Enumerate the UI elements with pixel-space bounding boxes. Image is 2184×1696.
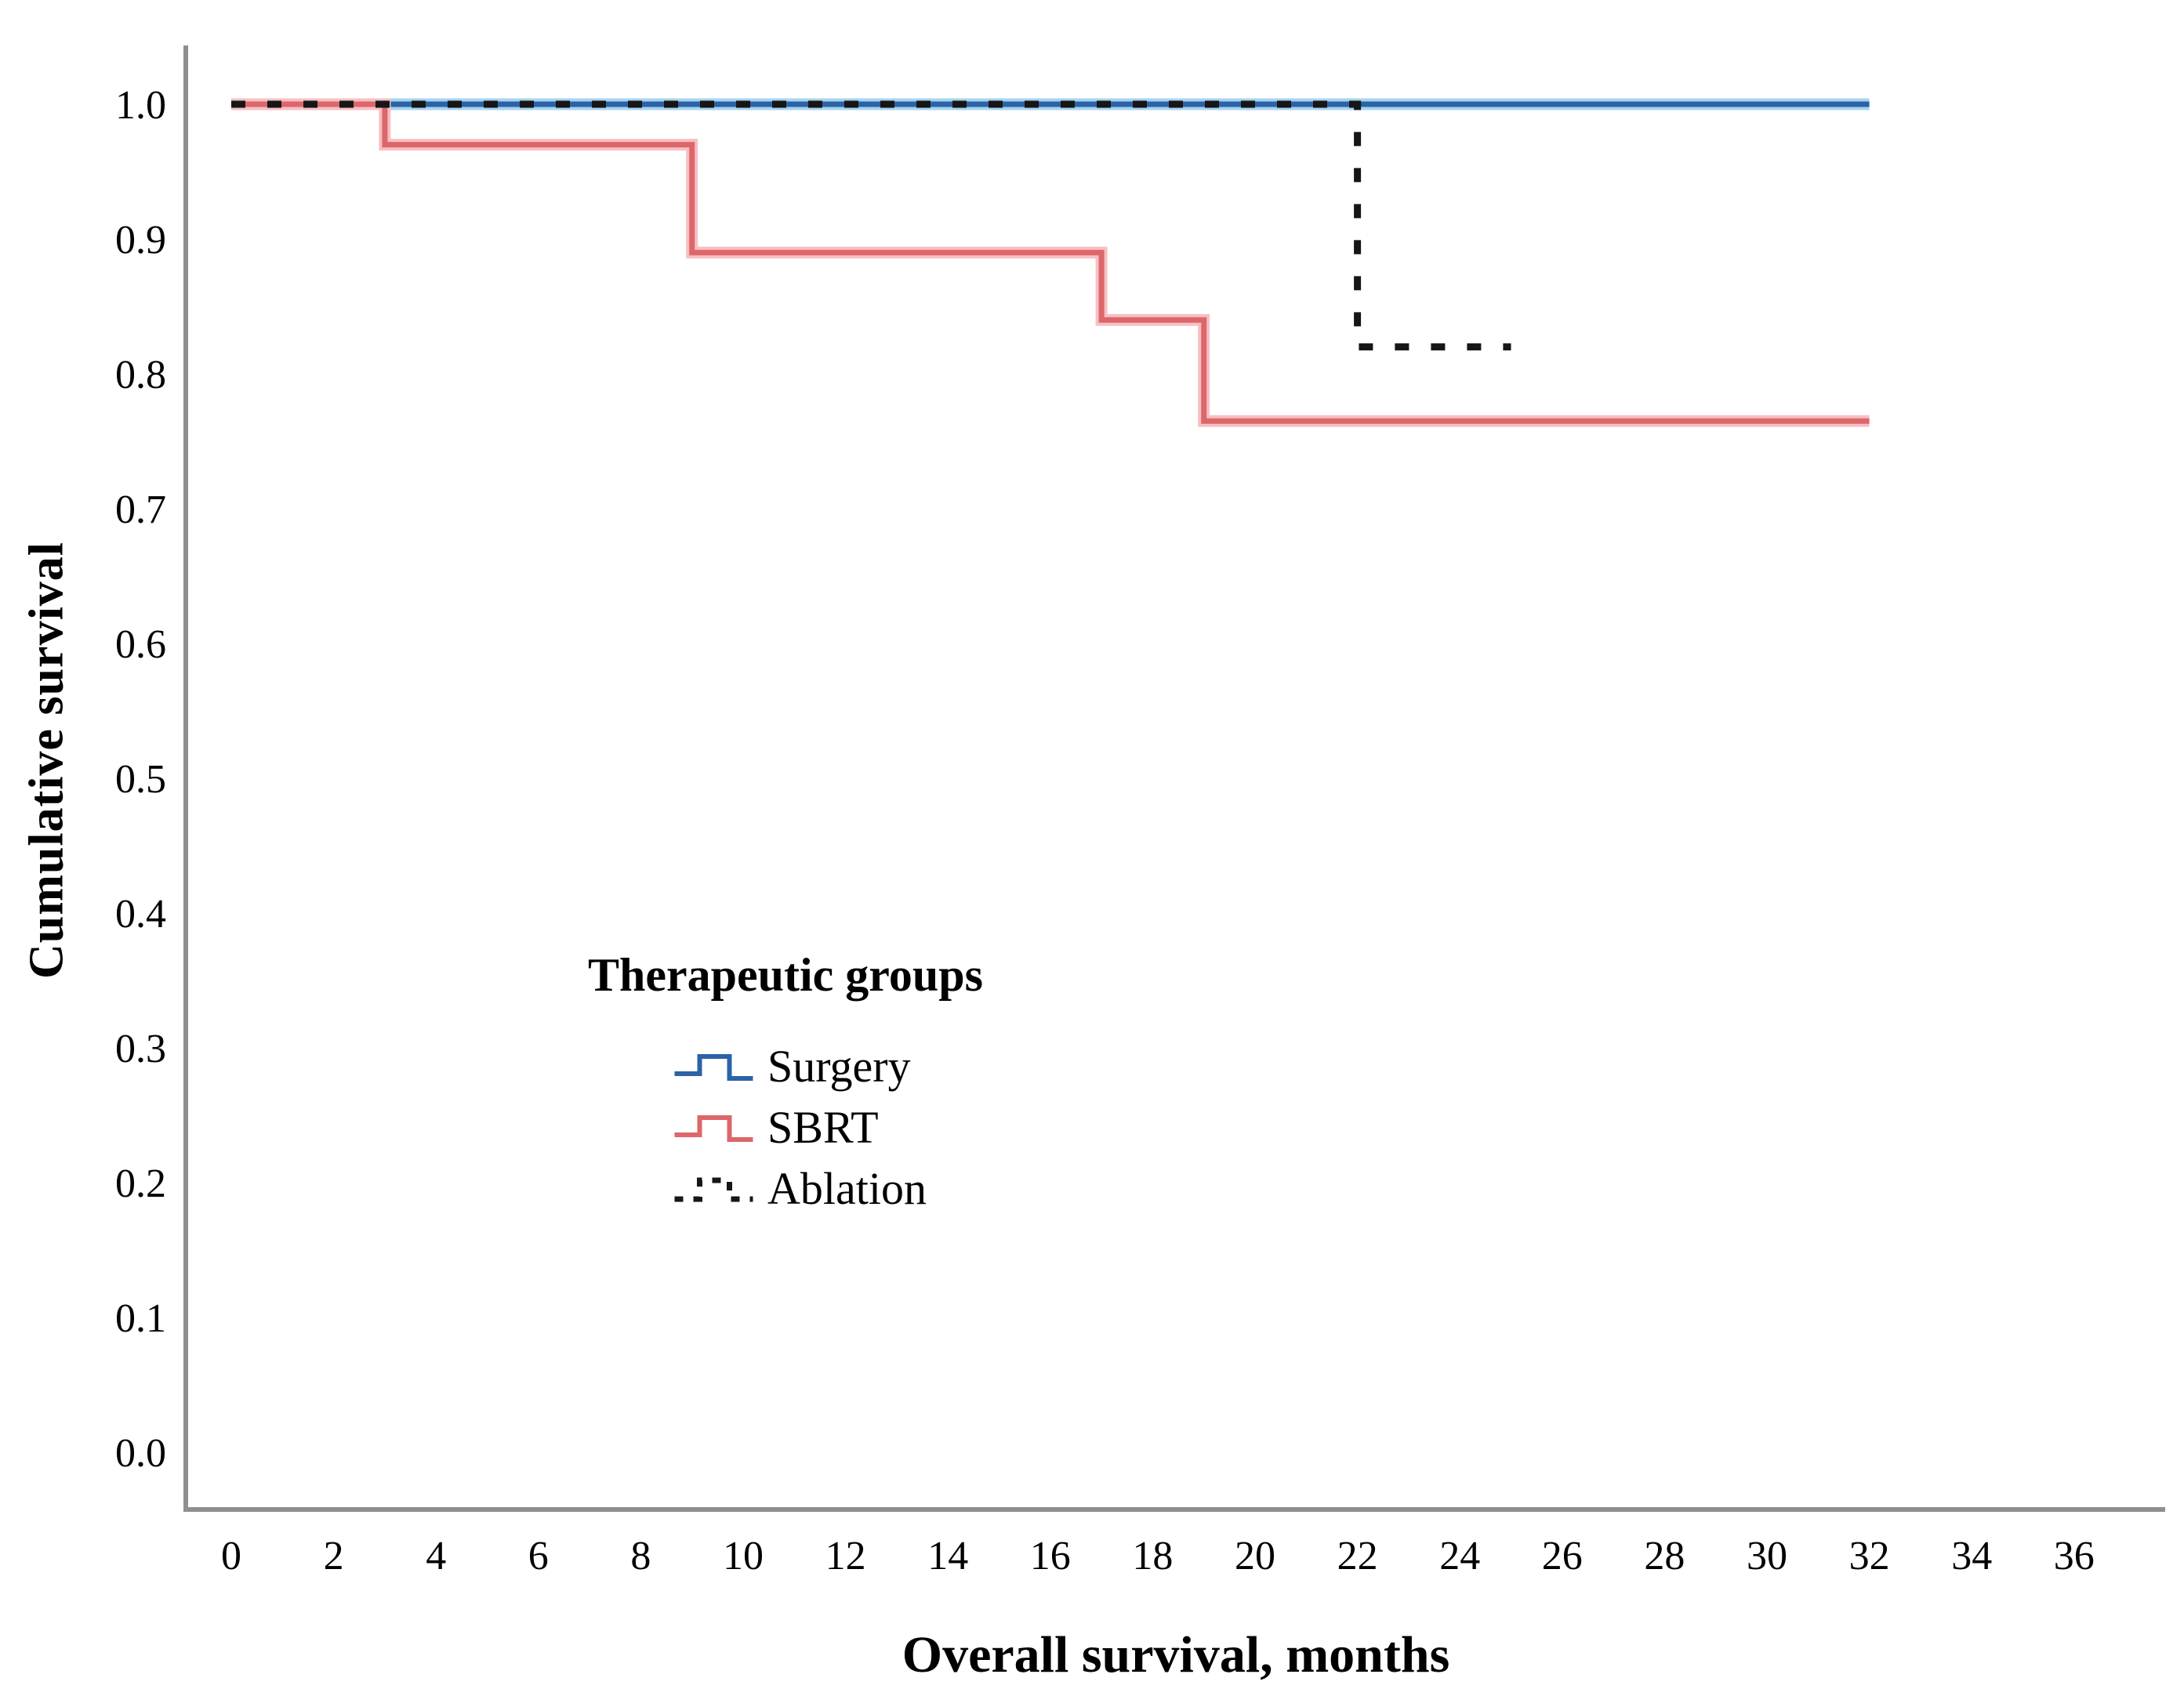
y-tick-label: 0.9	[115, 218, 166, 263]
y-tick-label: 0.1	[115, 1296, 166, 1341]
legend-item-surgery: Surgery	[669, 1035, 983, 1096]
x-tick-label: 2	[324, 1534, 344, 1578]
legend: Therapeutic groups Surgery SBRT Ablation	[588, 948, 983, 1219]
y-tick-label: 0.2	[115, 1161, 166, 1206]
x-tick-label: 4	[426, 1534, 446, 1578]
x-tick-label: 36	[2054, 1534, 2095, 1578]
series-halo-sbrt	[231, 98, 1870, 427]
y-tick-label: 0.3	[115, 1027, 166, 1071]
x-tick-label: 10	[723, 1534, 764, 1578]
x-tick-label: 24	[1439, 1534, 1480, 1578]
x-tick-label: 20	[1235, 1534, 1275, 1578]
legend-label-sbrt: SBRT	[767, 1101, 879, 1153]
x-tick-label: 0	[221, 1534, 241, 1578]
x-tick-label: 16	[1030, 1534, 1071, 1578]
y-tick-label: 0.4	[115, 892, 166, 937]
y-tick-label: 1.0	[115, 83, 166, 128]
x-tick-label: 14	[927, 1534, 968, 1578]
y-tick-label: 0.6	[115, 622, 166, 667]
y-tick-label: 0.7	[115, 487, 166, 532]
x-tick-label: 30	[1747, 1534, 1787, 1578]
legend-label-ablation: Ablation	[767, 1162, 927, 1214]
legend-item-ablation: Ablation	[669, 1158, 983, 1219]
sbrt-step-line-icon	[674, 1115, 753, 1142]
y-tick-label: 0.5	[115, 757, 166, 802]
legend-item-sbrt: SBRT	[669, 1096, 983, 1158]
legend-label-surgery: Surgery	[767, 1040, 911, 1092]
ablation-dotted-line-icon	[674, 1177, 753, 1202]
surgery-step-line-icon	[674, 1054, 753, 1081]
x-tick-label: 26	[1542, 1534, 1583, 1578]
x-tick-label: 8	[630, 1534, 651, 1578]
x-tick-label: 22	[1337, 1534, 1378, 1578]
y-axis-title: Cumulative survival	[20, 541, 74, 980]
series-path-ablation	[231, 100, 1511, 351]
x-tick-label: 28	[1644, 1534, 1685, 1578]
x-tick-label: 34	[1951, 1534, 1992, 1578]
y-tick-label: 0.0	[115, 1431, 166, 1476]
series-path-sbrt	[231, 101, 1870, 424]
y-tick-label: 0.8	[115, 353, 166, 397]
legend-title: Therapeutic groups	[588, 949, 983, 1001]
x-axis-title: Overall survival, months	[902, 1626, 1450, 1683]
x-tick-label: 18	[1132, 1534, 1173, 1578]
x-tick-label: 12	[825, 1534, 866, 1578]
x-tick-label: 32	[1849, 1534, 1890, 1578]
x-tick-label: 6	[528, 1534, 549, 1578]
